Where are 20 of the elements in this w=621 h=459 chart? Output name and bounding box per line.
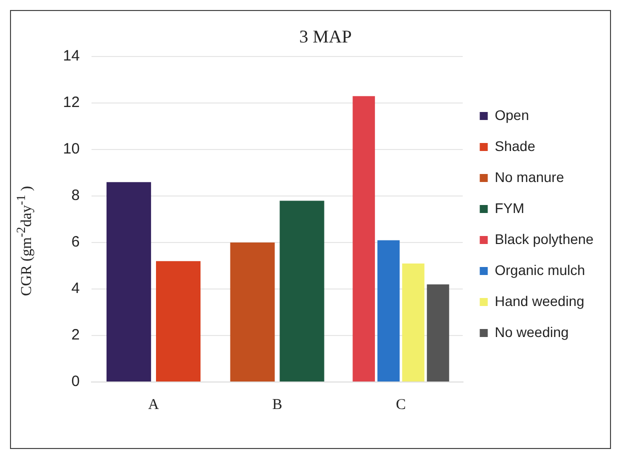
y-tick-label: 4	[71, 280, 80, 298]
y-tick-label: 8	[71, 187, 80, 204]
legend-label: No weeding	[494, 324, 569, 340]
y-tick-label: 6	[71, 234, 80, 251]
y-tick-label: 0	[71, 373, 80, 390]
legend-label: Open	[494, 106, 529, 123]
x-tick-label: B	[272, 396, 282, 413]
legend-label: FYM	[494, 200, 524, 216]
chart-title: 3 MAP	[299, 26, 352, 47]
y-tick-label: 2	[71, 326, 80, 344]
legend-label: No manure	[494, 168, 564, 185]
x-tick-label: A	[148, 396, 160, 413]
legend-label: Hand weeding	[494, 292, 584, 309]
legend-label: Organic mulch	[494, 262, 586, 278]
legend-label: Shade	[494, 138, 536, 154]
y-tick-label: 12	[62, 94, 80, 112]
y-tick-label: 10	[62, 140, 80, 158]
x-tick-label: C	[396, 396, 406, 413]
legend-label: Black polythene	[494, 230, 594, 247]
y-tick-label: 14	[62, 48, 80, 65]
